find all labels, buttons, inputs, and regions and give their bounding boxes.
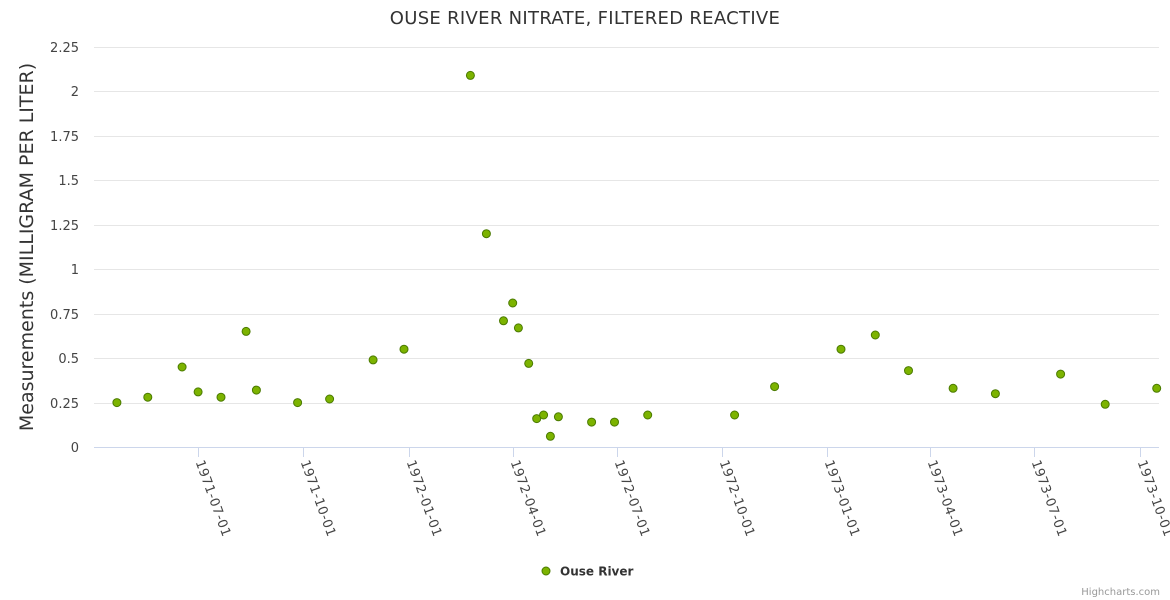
data-point[interactable]: [730, 410, 740, 420]
legend-marker: [541, 566, 551, 576]
data-point[interactable]: [587, 417, 597, 427]
data-point[interactable]: [643, 410, 653, 420]
x-tick-label: 1972-01-01: [403, 458, 445, 539]
data-point[interactable]: [368, 355, 378, 365]
credits-link[interactable]: Highcharts.com: [1081, 587, 1160, 598]
data-point[interactable]: [112, 398, 122, 408]
y-tick-label: 0: [71, 441, 79, 456]
y-axis-labels: 0 0.25 0.5 0.75 1 1.25 1.5 1.75 2 2.25: [50, 41, 79, 456]
data-point[interactable]: [293, 398, 303, 408]
data-point[interactable]: [904, 366, 913, 376]
data-point[interactable]: [325, 394, 335, 404]
data-point[interactable]: [193, 387, 203, 397]
x-tick-label: 1973-10-01: [1134, 458, 1170, 539]
legend[interactable]: Ouse River: [541, 565, 634, 579]
data-point[interactable]: [990, 389, 1000, 399]
data-point[interactable]: [251, 385, 261, 395]
data-point[interactable]: [545, 431, 555, 441]
data-point[interactable]: [241, 326, 251, 336]
data-point[interactable]: [1152, 383, 1162, 393]
y-tick-label: 1.75: [50, 130, 79, 145]
series-ouse-river[interactable]: [112, 70, 1162, 441]
x-tick-label: 1973-01-01: [821, 458, 863, 539]
data-point[interactable]: [532, 414, 542, 424]
gridlines: [94, 47, 1159, 404]
data-point[interactable]: [508, 298, 518, 308]
data-point[interactable]: [770, 382, 780, 392]
data-point[interactable]: [539, 410, 549, 420]
y-tick-label: 2: [71, 85, 79, 100]
y-tick-label: 2.25: [50, 41, 79, 56]
x-tick-label: 1972-07-01: [611, 458, 653, 539]
data-point[interactable]: [524, 358, 534, 368]
data-point[interactable]: [143, 392, 153, 402]
x-tick-label: 1972-04-01: [507, 458, 549, 539]
x-tick-label: 1971-10-01: [297, 458, 339, 539]
y-tick-label: 1: [71, 263, 79, 278]
data-point[interactable]: [836, 344, 846, 354]
data-point[interactable]: [870, 330, 880, 340]
data-point[interactable]: [481, 229, 491, 239]
y-tick-label: 1.25: [50, 219, 79, 234]
x-tick-label: 1971-07-01: [192, 458, 234, 539]
y-axis-title: Measurements (MILLIGRAM PER LITER): [16, 63, 38, 431]
data-point[interactable]: [1056, 369, 1066, 379]
data-point[interactable]: [553, 412, 563, 422]
data-point[interactable]: [465, 70, 475, 80]
y-tick-label: 0.5: [58, 352, 79, 367]
legend-label[interactable]: Ouse River: [560, 565, 634, 579]
y-tick-label: 1.5: [58, 174, 79, 189]
x-tick-label: 1973-07-01: [1028, 458, 1070, 539]
data-point[interactable]: [513, 323, 523, 333]
data-point[interactable]: [948, 383, 958, 393]
x-axis: 1971-07-01 1971-10-01 1972-01-01 1972-04-01…: [94, 447, 1170, 539]
y-tick-label: 0.75: [50, 308, 79, 323]
chart-title: OUSE RIVER NITRATE, FILTERED REACTIVE: [390, 8, 780, 29]
data-point[interactable]: [610, 417, 619, 427]
data-point[interactable]: [1100, 399, 1110, 409]
data-point[interactable]: [177, 362, 187, 372]
x-tick-label: 1972-10-01: [716, 458, 758, 539]
data-point[interactable]: [499, 316, 508, 326]
x-tick-label: 1973-04-01: [924, 458, 966, 539]
data-point[interactable]: [399, 344, 409, 354]
y-tick-label: 0.25: [50, 397, 79, 412]
data-point[interactable]: [216, 392, 226, 402]
